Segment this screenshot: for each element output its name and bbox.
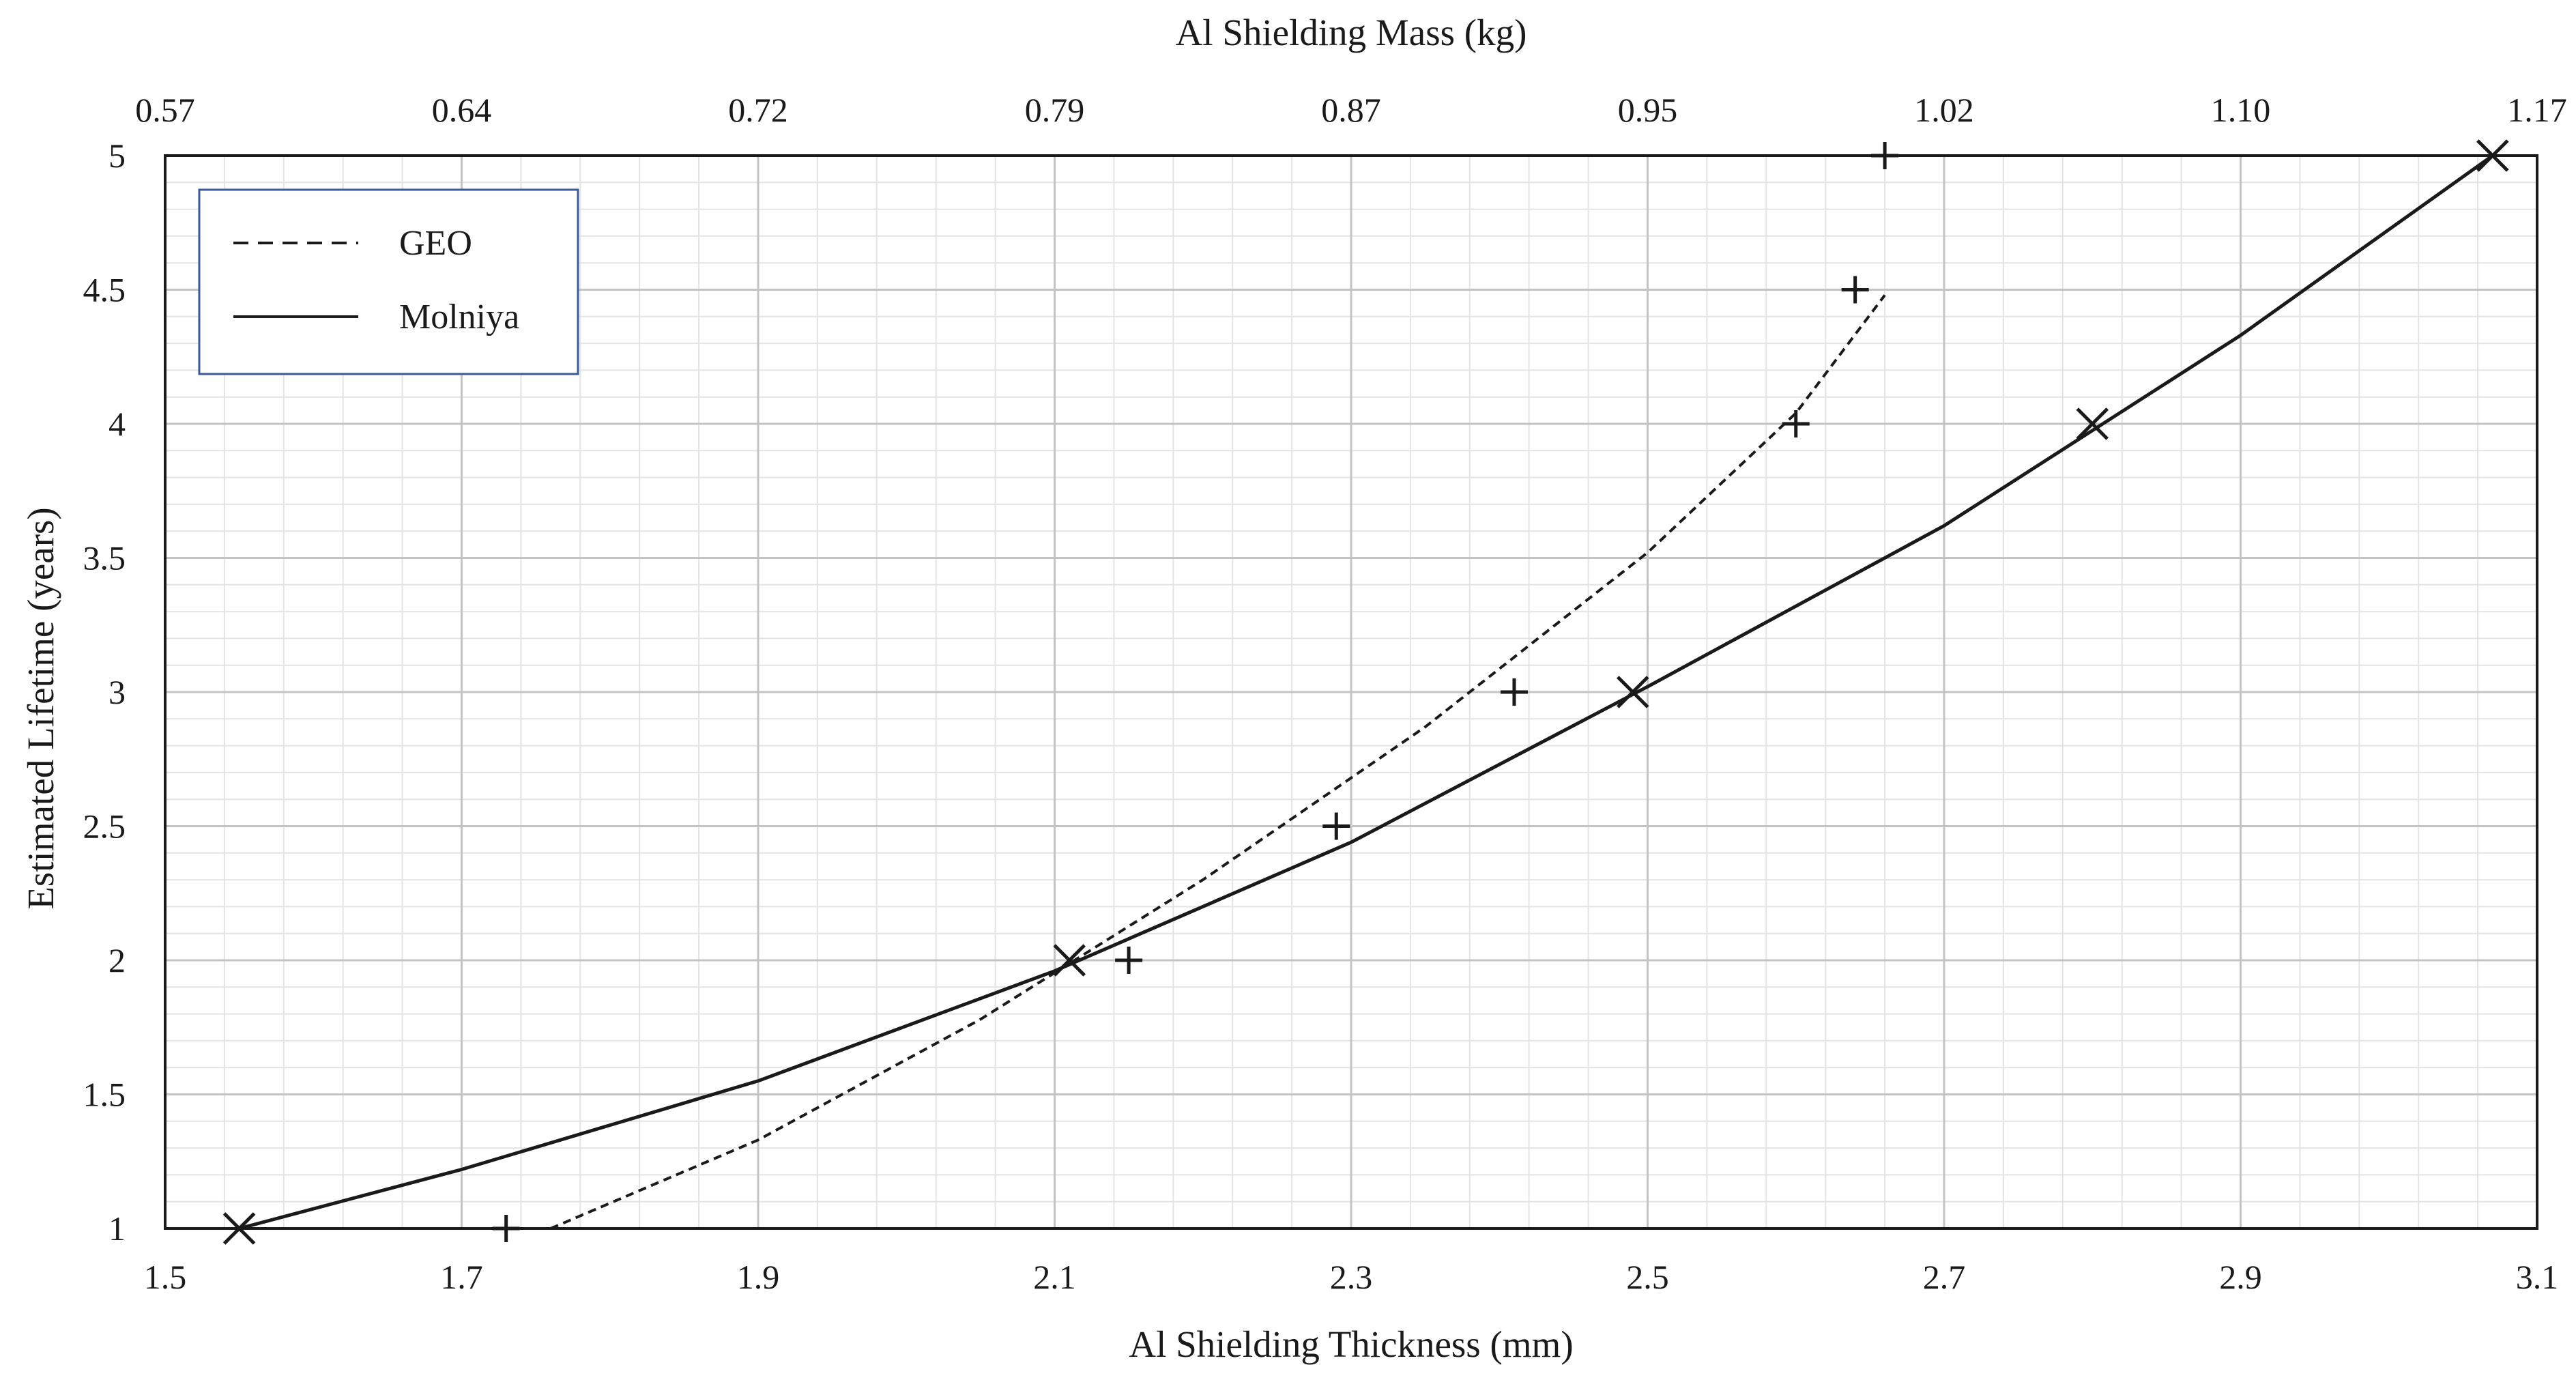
top-tick-label: 1.17 xyxy=(2507,91,2567,129)
plot-area-frame xyxy=(164,154,2538,1230)
molniya-marker-bar xyxy=(1053,944,1086,977)
molniya-marker-bar xyxy=(2076,407,2109,440)
geo-marker xyxy=(1782,410,1810,437)
top-tick-label: 1.02 xyxy=(1914,91,1974,129)
top-tick-label: 0.95 xyxy=(1618,91,1678,129)
top-tick-label: 0.87 xyxy=(1321,91,1381,129)
geo-line xyxy=(550,294,1886,1230)
top-tick-label: 1.10 xyxy=(2211,91,2271,129)
y-tick-label: 1 xyxy=(108,1209,126,1248)
x-tick-label: 1.7 xyxy=(440,1258,483,1296)
molniya-marker xyxy=(1617,676,1649,708)
x-tick-label: 2.7 xyxy=(1923,1258,1966,1296)
top-tick-label: 0.57 xyxy=(135,91,195,129)
x-tick-label: 2.5 xyxy=(1626,1258,1669,1296)
x-tick-label: 1.5 xyxy=(144,1258,187,1296)
y-tick-label: 3 xyxy=(108,673,126,711)
geo-marker xyxy=(1115,947,1143,974)
x-axis-tick-labels: 1.5 1.7 1.9 2.1 2.3 2.5 2.7 2.9 3.1 xyxy=(144,1258,2559,1296)
y-tick-label: 1.5 xyxy=(83,1076,126,1114)
x-tick-label: 2.1 xyxy=(1033,1258,1076,1296)
geo-marker xyxy=(1841,276,1869,304)
x-tick-label: 1.9 xyxy=(737,1258,780,1296)
y-axis-title: Estimated Lifetime (years) xyxy=(20,507,61,909)
y-tick-label: 5 xyxy=(108,136,126,175)
x-tick-label: 3.1 xyxy=(2516,1258,2559,1296)
molniya-marker xyxy=(1053,944,1086,977)
molniya-marker xyxy=(2076,407,2109,440)
y-tick-label: 4 xyxy=(108,405,126,443)
top-tick-label: 0.79 xyxy=(1025,91,1085,129)
y-tick-label: 2 xyxy=(108,941,126,979)
geo-marker xyxy=(1500,678,1528,706)
top-axis-tick-labels: 0.57 0.64 0.72 0.79 0.87 0.95 1.02 1.10 1.17 xyxy=(135,91,2567,129)
legend-box xyxy=(198,188,579,375)
x-tick-label: 2.9 xyxy=(2219,1258,2262,1296)
top-tick-label: 0.64 xyxy=(432,91,492,129)
y-tick-label: 4.5 xyxy=(83,271,126,309)
y-tick-label: 2.5 xyxy=(83,807,126,846)
top-axis-title: Al Shielding Mass (kg) xyxy=(1176,12,1527,53)
x-tick-label: 2.3 xyxy=(1330,1258,1373,1296)
legend: GEO Molniya xyxy=(198,188,579,375)
molniya-marker-bar xyxy=(1617,676,1649,708)
y-tick-label: 3.5 xyxy=(83,539,126,577)
geo-marker xyxy=(1322,812,1350,840)
legend-molniya-label: Molniya xyxy=(399,298,519,336)
legend-geo-label: GEO xyxy=(399,224,472,263)
molniya-line xyxy=(238,154,2494,1231)
top-tick-label: 0.72 xyxy=(728,91,788,129)
y-axis-tick-labels: 1 1.5 2 2.5 3 3.5 4 4.5 5 xyxy=(83,136,126,1248)
x-axis-title: Al Shielding Thickness (mm) xyxy=(1129,1323,1573,1365)
